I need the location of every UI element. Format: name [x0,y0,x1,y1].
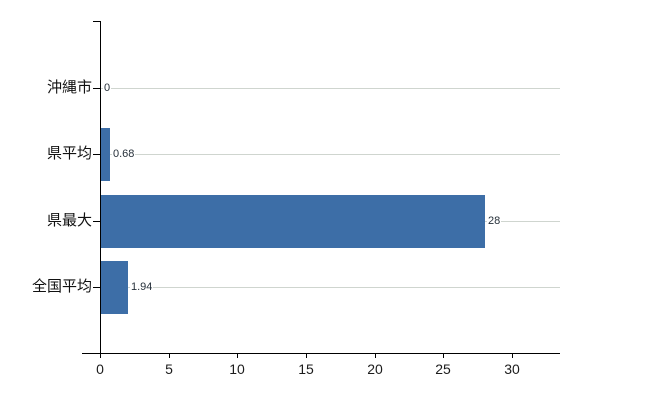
x-tick-label: 0 [96,361,104,377]
h-gridline [100,287,560,288]
bar-value-label: 1.94 [130,280,154,294]
bar [101,195,485,248]
v-gridline [237,22,238,353]
v-gridline [443,22,444,353]
x-tick [100,353,101,358]
h-gridline [100,88,560,89]
x-tick [375,353,376,358]
bar-value-label: 0 [103,81,112,95]
x-tick [306,353,307,358]
category-tick [93,154,100,155]
category-label: 全国平均 [31,278,92,295]
y-axis-end-tick [93,21,100,22]
v-gridline [169,22,170,353]
v-gridline [306,22,307,353]
v-gridline [375,22,376,353]
category-tick [93,88,100,89]
x-tick-label: 5 [165,361,173,377]
x-tick-label: 15 [298,361,314,377]
x-tick-label: 25 [435,361,451,377]
category-label: 県最大 [46,212,92,229]
x-tick [443,353,444,358]
x-tick-label: 30 [504,361,520,377]
x-tick-label: 20 [367,361,383,377]
h-gridline [100,154,560,155]
x-tick-label: 10 [229,361,245,377]
bar [101,261,128,314]
bar-value-label: 28 [487,214,502,228]
bar [101,128,110,181]
x-tick [237,353,238,358]
v-gridline [512,22,513,353]
x-axis-line [82,353,560,354]
category-tick [93,287,100,288]
category-label: 沖縄市 [46,79,92,96]
x-tick [512,353,513,358]
y-axis-line [100,21,101,358]
category-tick [93,221,100,222]
x-tick [169,353,170,358]
category-label: 県平均 [46,145,92,162]
bar-value-label: 0.68 [112,147,136,161]
